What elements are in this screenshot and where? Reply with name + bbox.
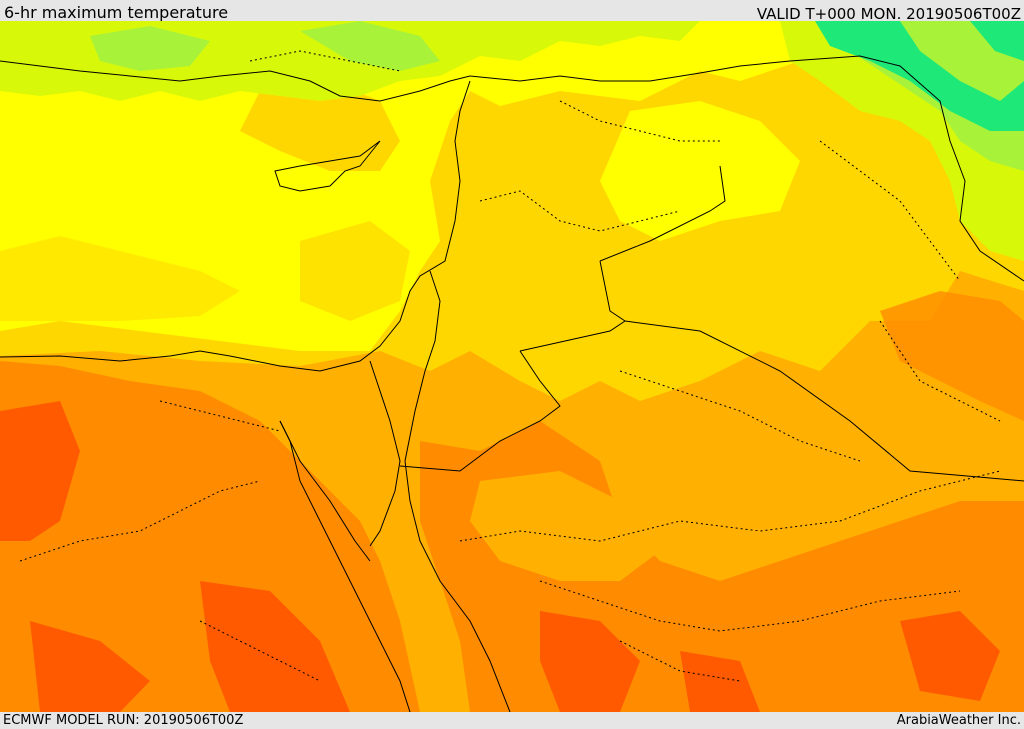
boundary-8	[559, 100, 720, 142]
field-gold-patch-3	[300, 221, 410, 321]
coastline-red-sea	[279, 420, 411, 712]
boundary-5	[459, 470, 1001, 542]
field-green-north	[90, 26, 210, 71]
field-yellow-mediterranean	[0, 21, 820, 351]
boundary-4	[619, 370, 861, 462]
border-iraq-saudi	[624, 320, 1024, 482]
temperature-map	[0, 21, 1024, 712]
coastline-gulf-aqaba	[404, 460, 511, 712]
boundary-10	[879, 320, 1001, 422]
map-canvas	[0, 21, 1024, 712]
field-cool-green-2	[970, 21, 1024, 61]
footer-bar: ECMWF MODEL RUN: 20190506T00Z ArabiaWeat…	[0, 712, 1024, 729]
boundary-7	[819, 140, 961, 282]
border-jordan-saudi	[399, 350, 561, 472]
field-orange-east	[880, 291, 1024, 421]
boundary-1	[159, 400, 281, 432]
field-deep-orange-2	[30, 621, 150, 712]
boundary-3	[479, 190, 681, 232]
header-bar: 6-hr maximum temperature VALID T+000 MON…	[0, 0, 1024, 23]
credit-label: ArabiaWeather Inc.	[896, 713, 1021, 728]
coastline-turkey	[0, 60, 471, 102]
coastline-cyprus	[274, 140, 381, 192]
border-syria-turkey	[469, 60, 791, 82]
field-amber-arabia	[470, 471, 660, 581]
field-green-north-2	[300, 21, 440, 71]
boundary-11	[199, 620, 321, 682]
map-title: 6-hr maximum temperature	[4, 3, 229, 22]
field-gold-patch-2	[0, 236, 240, 321]
boundary-6	[539, 580, 961, 632]
field-deep-orange-3	[200, 581, 350, 712]
model-run-label: ECMWF MODEL RUN: 20190506T00Z	[3, 713, 244, 728]
border-syria-iraq	[599, 165, 726, 262]
field-deep-orange-4	[540, 611, 640, 712]
borders	[0, 55, 1024, 712]
field-deep-orange-6	[900, 611, 1000, 701]
border-gaza-israel	[404, 270, 441, 462]
boundary-9	[249, 50, 401, 72]
boundary-2	[19, 480, 261, 562]
field-gold-patch-1	[240, 81, 400, 171]
border-sinai	[369, 360, 401, 547]
coastline-levant	[0, 80, 471, 372]
field-deep-orange-5	[680, 651, 760, 712]
border-iraq-east	[789, 55, 1024, 282]
field-cool-green	[815, 21, 1024, 131]
internal-boundaries	[19, 50, 1001, 682]
field-orange-egypt	[0, 361, 420, 712]
coastline-gulf-suez	[279, 420, 371, 562]
valid-time-label: VALID T+000 MON. 20190506T00Z	[756, 5, 1021, 23]
field-yellow-east	[600, 101, 800, 241]
field-deep-orange-1	[0, 401, 80, 541]
